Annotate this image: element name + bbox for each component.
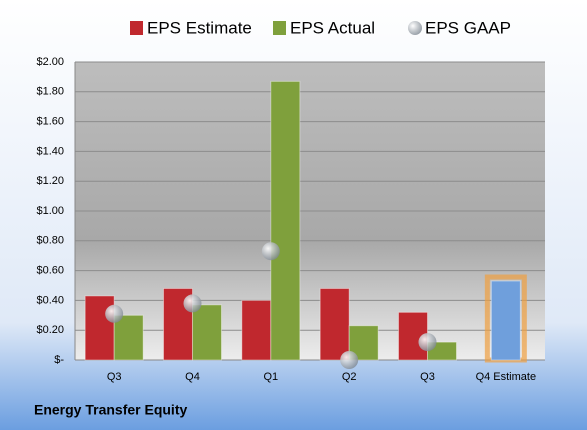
bar xyxy=(319,287,350,361)
y-tick-label: $0.40 xyxy=(36,294,64,306)
legend-marker xyxy=(273,21,286,35)
y-tick-label: $1.40 xyxy=(36,145,64,157)
bar xyxy=(84,295,115,361)
gaap-marker xyxy=(261,242,280,261)
legend-marker xyxy=(130,21,143,35)
bar xyxy=(241,299,272,361)
bar xyxy=(192,304,222,361)
gaap-marker xyxy=(418,333,437,352)
y-tick-label: $1.00 xyxy=(36,205,64,217)
x-tick-label: Q4 xyxy=(185,371,200,383)
y-tick-label: $0.60 xyxy=(36,265,64,277)
legend-marker xyxy=(408,21,422,35)
footer: Energy Transfer Equity xyxy=(34,402,187,418)
legend-text: EPS GAAP xyxy=(425,18,511,37)
legend-text: EPS Estimate xyxy=(147,18,252,37)
y-tick-label: $1.60 xyxy=(36,116,64,128)
x-tick-label: Q4 Estimate xyxy=(476,371,537,383)
y-tick-label: $1.20 xyxy=(36,175,64,187)
x-tick-label: Q1 xyxy=(263,371,278,383)
x-tick-label: Q2 xyxy=(342,371,357,383)
y-tick-label: $1.80 xyxy=(36,86,64,98)
bar xyxy=(490,280,521,361)
y-tick-label: $- xyxy=(54,354,64,366)
gaap-marker xyxy=(105,304,124,323)
x-tick-label: Q3 xyxy=(420,371,435,383)
y-tick-label: $0.20 xyxy=(36,324,64,336)
gaap-marker xyxy=(340,351,359,369)
legend-text: EPS Actual xyxy=(290,18,375,37)
x-tick-label: Q3 xyxy=(107,371,122,383)
bar xyxy=(270,80,301,361)
y-tick-label: $0.80 xyxy=(36,235,64,247)
y-tick-label: $2.00 xyxy=(36,56,64,68)
gaap-marker xyxy=(183,294,202,313)
bar xyxy=(113,314,144,361)
